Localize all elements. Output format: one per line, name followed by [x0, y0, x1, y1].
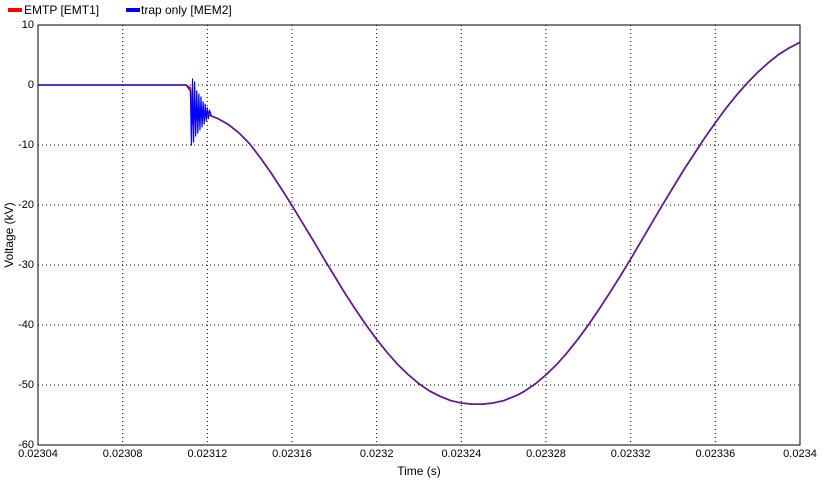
x-axis-ticks: 0.02304 0.02308 0.02312 0.02316 0.0232 0.0232… [18, 448, 817, 460]
series-group [38, 41, 800, 406]
series-overlap-line [207, 41, 800, 406]
series-line-trap [38, 41, 800, 405]
y-tick-label: 0 [28, 79, 34, 91]
grid [38, 25, 800, 445]
x-tick-label: 0.02304 [18, 448, 58, 460]
y-axis-label: Voltage (kV) [2, 202, 16, 267]
y-tick-label: -50 [18, 379, 34, 391]
x-tick-label: 0.02332 [611, 448, 651, 460]
plot-frame [37, 24, 801, 446]
x-tick-label: 0.02308 [103, 448, 143, 460]
y-tick-label: -10 [18, 139, 34, 151]
legend-label-trap: trap only [MEM2] [141, 3, 232, 17]
x-tick-label: 0.02312 [187, 448, 227, 460]
y-tick-label: -60 [18, 439, 34, 451]
legend-label-emtp: EMTP [EMT1] [24, 3, 99, 17]
x-tick-label: 0.0232 [360, 448, 394, 460]
x-tick-label: 0.02316 [272, 448, 312, 460]
legend: EMTP [EMT1] trap only [MEM2] [8, 3, 232, 17]
y-tick-label: -30 [18, 259, 34, 271]
x-tick-label: 0.02336 [695, 448, 735, 460]
x-tick-label: 0.02324 [441, 448, 481, 460]
x-tick-label: 0.02328 [526, 448, 566, 460]
x-axis-label: Time (s) [397, 464, 441, 478]
y-axis-ticks: 10 0 -10 -20 -30 -40 -50 -60 [18, 19, 34, 451]
x-tick-label: 0.0234 [783, 448, 817, 460]
y-tick-label: 10 [22, 19, 34, 31]
series-line-emtp [38, 41, 800, 406]
y-tick-label: -20 [18, 199, 34, 211]
y-tick-label: -40 [18, 319, 34, 331]
